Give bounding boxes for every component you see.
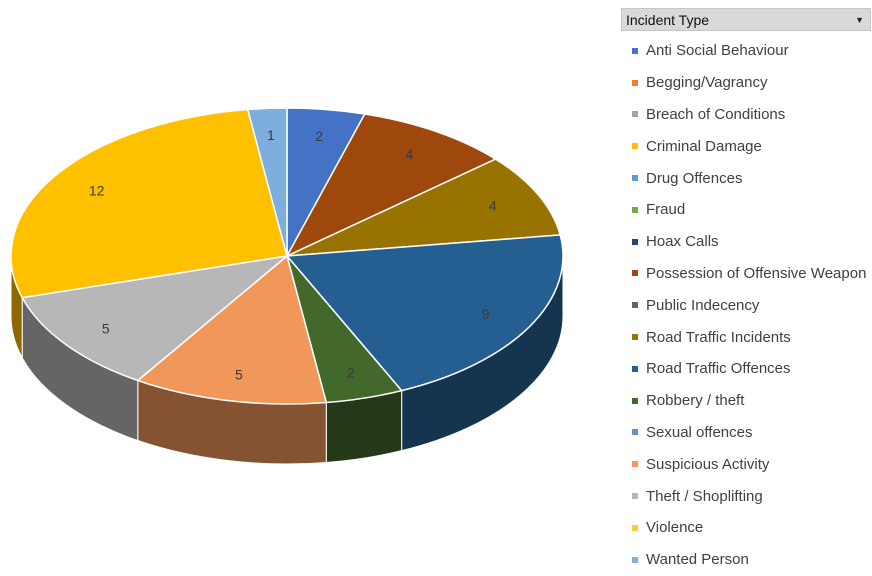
legend-label: Criminal Damage [646, 137, 762, 155]
legend-item[interactable]: Hoax Calls [621, 226, 871, 258]
data-label: 2 [347, 364, 355, 380]
pie-slice[interactable] [285, 113, 498, 258]
legend-item[interactable]: Robbery / theft [621, 385, 871, 417]
legend-swatch [632, 397, 638, 404]
legend-swatch [632, 111, 638, 118]
legend-label: Breach of Conditions [646, 105, 786, 123]
legend-label: Public Indecency [646, 296, 760, 314]
data-label: 12 [89, 182, 105, 198]
pie-slice[interactable] [10, 108, 288, 299]
data-label: 2 [315, 128, 323, 144]
legend: Incident Type ▼ Anti Social Behaviour Beg… [621, 8, 871, 576]
legend-label: Begging/Vagrancy [646, 74, 768, 92]
legend-item[interactable]: Possession of Offensive Weapon [621, 258, 871, 290]
legend-label: Road Traffic Offences [646, 360, 791, 378]
data-label: 5 [235, 367, 243, 383]
legend-label: Wanted Person [646, 551, 749, 569]
legend-swatch [632, 206, 638, 213]
legend-list: Anti Social Behaviour Begging/Vagrancy Bre… [621, 35, 871, 576]
legend-label: Robbery / theft [646, 392, 745, 410]
legend-item[interactable]: Fraud [621, 194, 871, 226]
pie-slice[interactable] [136, 254, 328, 405]
legend-label: Hoax Calls [646, 233, 719, 251]
legend-swatch [632, 524, 638, 531]
pie-slice[interactable] [286, 158, 562, 257]
legend-item[interactable]: Criminal Damage [621, 130, 871, 162]
legend-swatch [632, 365, 638, 372]
data-label: 9 [482, 306, 490, 322]
pie-chart: 2 4 4 9 2 5 5 12 1 [10, 107, 564, 465]
pie-slice[interactable] [285, 234, 564, 392]
legend-label: Drug Offences [646, 169, 743, 187]
pie-slice[interactable] [246, 107, 288, 257]
legend-swatch [632, 238, 638, 245]
legend-label: Fraud [646, 201, 686, 219]
legend-swatch [632, 302, 638, 309]
legend-item[interactable]: Wanted Person [621, 544, 871, 576]
legend-label: Suspicious Activity [646, 455, 770, 473]
legend-item[interactable]: Drug Offences [621, 162, 871, 194]
legend-item[interactable]: Violence [621, 512, 871, 544]
legend-item[interactable]: Anti Social Behaviour [621, 35, 871, 67]
legend-swatch [632, 143, 638, 150]
legend-item[interactable]: Breach of Conditions [621, 99, 871, 131]
legend-swatch [632, 47, 638, 54]
legend-item[interactable]: Begging/Vagrancy [621, 67, 871, 99]
legend-swatch [632, 493, 638, 500]
legend-swatch [632, 429, 638, 436]
data-label: 4 [489, 198, 497, 214]
dropdown-arrow-icon[interactable]: ▼ [855, 14, 864, 25]
legend-filter-dropdown[interactable]: Incident Type ▼ [621, 8, 871, 31]
legend-swatch [632, 79, 638, 86]
data-label: 1 [267, 127, 275, 143]
legend-item[interactable]: Road Traffic Incidents [621, 321, 871, 353]
legend-item[interactable]: Sexual offences [621, 417, 871, 449]
legend-label: Violence [646, 519, 704, 537]
pie-slice[interactable] [21, 254, 290, 382]
legend-title: Incident Type [626, 11, 710, 28]
data-label: 5 [102, 321, 110, 337]
legend-label: Sexual offences [646, 423, 753, 441]
legend-label: Possession of Offensive Weapon [646, 264, 867, 282]
data-label: 4 [405, 146, 413, 162]
legend-label: Road Traffic Incidents [646, 328, 791, 346]
legend-swatch [632, 334, 638, 341]
legend-label: Theft / Shoplifting [646, 487, 763, 505]
legend-swatch [632, 270, 638, 277]
legend-item[interactable]: Public Indecency [621, 289, 871, 321]
legend-swatch [632, 461, 638, 468]
legend-label: Anti Social Behaviour [646, 42, 789, 60]
legend-item[interactable]: Suspicious Activity [621, 448, 871, 480]
legend-item[interactable]: Theft / Shoplifting [621, 480, 871, 512]
legend-swatch [632, 556, 638, 563]
legend-swatch [632, 175, 638, 182]
legend-item[interactable]: Road Traffic Offences [621, 353, 871, 385]
